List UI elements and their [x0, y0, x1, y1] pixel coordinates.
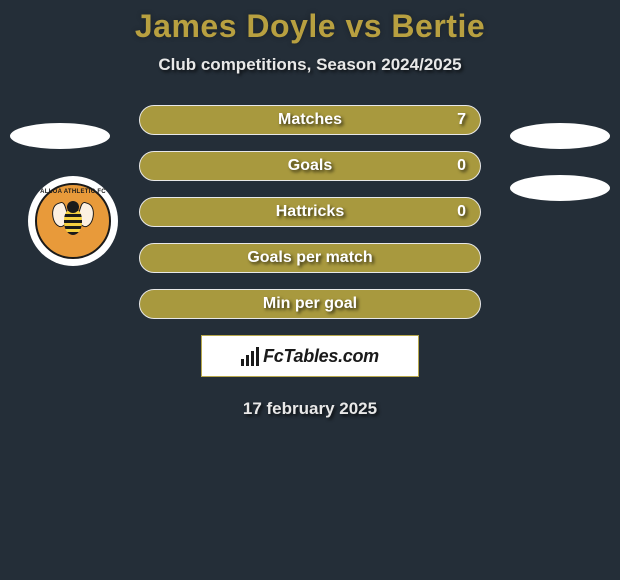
badge-text: ALLOA ATHLETIC FC [40, 189, 106, 195]
stat-value: 7 [457, 111, 466, 129]
stat-row-goals: Goals 0 [139, 151, 481, 181]
club-badge: ALLOA ATHLETIC FC [28, 176, 118, 266]
stat-row-min-per-goal: Min per goal [139, 289, 481, 319]
stat-label: Matches [278, 111, 342, 129]
stat-label: Goals per match [247, 249, 372, 267]
bars-icon [241, 346, 259, 366]
page-title: James Doyle vs Bertie [0, 8, 620, 45]
site-name: FcTables.com [263, 346, 379, 367]
stat-row-hattricks: Hattricks 0 [139, 197, 481, 227]
stat-value: 0 [457, 203, 466, 221]
wasp-icon [54, 201, 92, 243]
stat-row-matches: Matches 7 [139, 105, 481, 135]
stat-value: 0 [457, 157, 466, 175]
season-subtitle: Club competitions, Season 2024/2025 [0, 55, 620, 75]
player-photo-placeholder-right-2 [510, 175, 610, 201]
player-photo-placeholder-right-1 [510, 123, 610, 149]
stat-label: Goals [288, 157, 332, 175]
club-badge-inner: ALLOA ATHLETIC FC [35, 183, 111, 259]
site-logo: FcTables.com [241, 346, 379, 367]
date-text: 17 february 2025 [0, 399, 620, 419]
stat-label: Min per goal [263, 295, 357, 313]
attribution-box: FcTables.com [201, 335, 419, 377]
stat-label: Hattricks [276, 203, 344, 221]
comparison-card: James Doyle vs Bertie Club competitions,… [0, 0, 620, 419]
stat-row-goals-per-match: Goals per match [139, 243, 481, 273]
player-photo-placeholder-left [10, 123, 110, 149]
